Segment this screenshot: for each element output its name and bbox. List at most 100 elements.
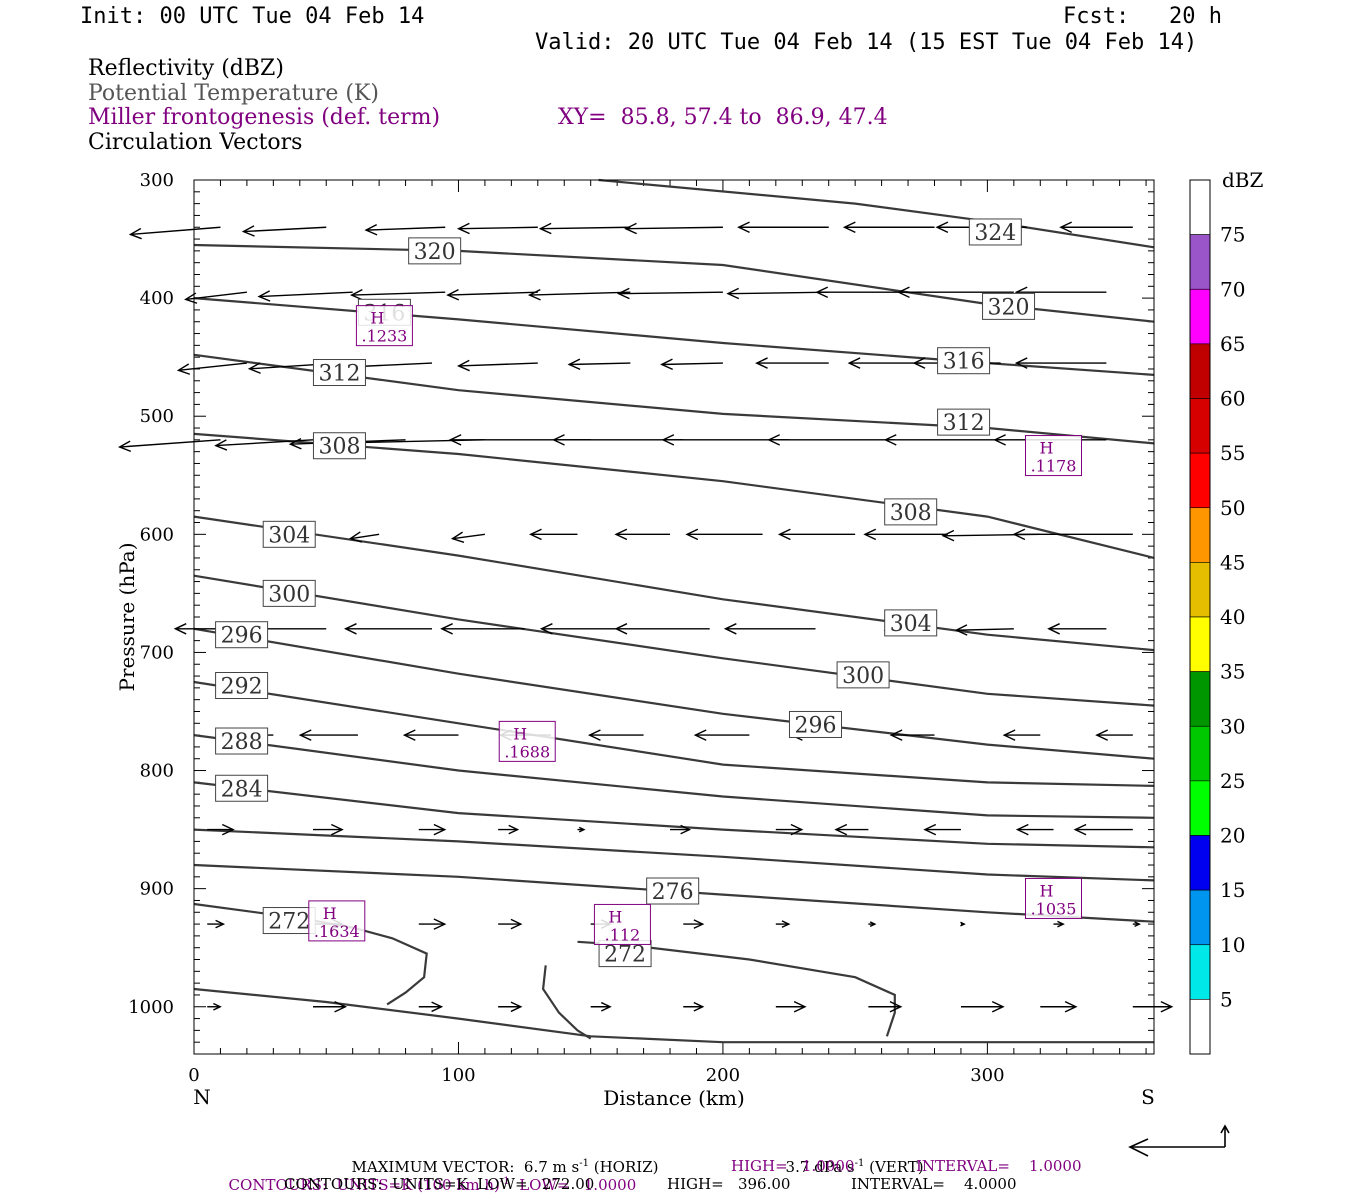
colorbar-tick-label: 40 [1220,605,1245,629]
unit-exponent: -1 [854,1158,865,1169]
circulation-vector-head [889,1000,903,1013]
contour-labels: 3243203203163163123123083083043043003002… [215,218,1036,968]
contour-label-308: 308 [312,432,366,460]
contour-label-text: 272 [268,910,310,935]
high-value: .1178 [1031,457,1077,476]
colorbar-segment [1189,944,1211,1000]
high-letter: H [370,309,384,328]
contour-label-text: 276 [652,880,694,905]
circulation-vector-head [661,434,675,446]
circulation-vector-head [993,434,1006,446]
circulation-vector-head [510,918,523,930]
axis-ticks: 0 100 200 300 300 400 500 600 700 800 900 1000 [128,170,1154,1086]
contour-label-272: 272 [262,907,316,935]
high-letter: H [1040,881,1054,900]
init-time: Init: 00 UTC Tue 04 Feb 14 [80,4,425,29]
y-tick-label: 600 [140,524,174,545]
contour-label-box [262,907,316,935]
circulation-vector-head [527,289,541,301]
unit-exponent: -1 [499,1176,510,1187]
contour-label-text: 296 [221,624,263,649]
theta-contour-312 [193,353,1155,445]
contour-label-box [215,672,269,700]
contour-label-text: 304 [268,523,310,548]
circulation-vector-head [288,438,302,450]
circulation-vector-head [1059,221,1072,234]
circulation-vector-head [128,227,142,240]
circulation-vectors [118,221,1174,1013]
contour-label-288: 288 [215,727,269,755]
contour-label-text: 324 [974,221,1016,246]
contour-label-text: 284 [221,777,263,802]
circulation-vector [458,362,538,367]
circulation-vector [119,439,221,448]
circulation-vector [618,291,723,295]
circulation-vector-head [781,920,791,928]
high-box [355,305,413,347]
footer-max-vector: MAXIMUM VECTOR: 6.7 m s-1 (HORIZ) [342,1140,659,1175]
circulation-vector-head [883,434,897,446]
circulation-vector-head [1095,729,1108,741]
circulation-vector-head [1073,823,1087,836]
circulation-vector [243,226,327,233]
colorbar-segment [1189,889,1211,946]
contour-label-text: 320 [414,240,456,265]
circulation-vector-head [567,358,581,371]
high-letter: H [323,904,337,923]
circulation-vector-head [1002,729,1016,741]
circulation-vector-head [896,286,910,298]
contour-label-box [408,237,462,265]
circulation-vector-head [847,357,861,369]
circulation-vector-head [793,1000,807,1013]
footer-contours-frontogenesis-units: CONTOURS: UNITS=K (100 km h)-1 LOW= 1.00… [219,1158,637,1194]
circulation-vector-head [614,528,628,541]
circulation-vector-head [510,1001,523,1013]
circulation-vector-head [456,222,470,235]
contour-label-text: 316 [943,350,985,375]
contour-label-text: 308 [890,501,932,526]
field-reflectivity: Reflectivity (dBZ) [88,56,284,81]
fg-units: CONTOURS: UNITS=K (100 km h) [228,1176,500,1194]
theta-contours [193,178,1155,1044]
circulation-vector-head [433,918,447,930]
y-tick-label: 1000 [128,997,174,1018]
theta-contours-info: CONTOURS: UNITS=K LOW= 272.00 [284,1175,595,1193]
fg-interval: INTERVAL= 1.0000 [916,1157,1082,1175]
high-letter: H [1040,439,1054,458]
circulation-vector-head [1012,528,1026,541]
circulation-vector [727,291,829,295]
circulation-vector [259,291,353,298]
forecast-hour: Fcst: 20 h [1063,4,1222,29]
circulation-vector-head [660,358,673,371]
circulation-vector-head [587,729,601,741]
theta-contour-284 [193,781,1155,849]
circulation-vector-head [941,529,955,542]
circulation-vector-head [1015,823,1029,836]
circulation-vector-head [552,434,565,446]
circulation-vector-head [118,440,132,453]
circulation-vector-head [221,823,235,836]
colorbar-frame [1189,179,1211,1055]
contour-label-box [646,877,700,905]
contour-label-text: 292 [221,675,263,700]
y-tick-label: 700 [140,642,174,663]
field-circulation-vectors: Circulation Vectors [88,130,303,155]
circulation-vector-head [298,729,312,741]
circulation-vector [130,226,221,236]
max-vector-vert: 3.7 dPa s [785,1158,855,1176]
circulation-vector [350,533,380,540]
colorbar-segment [1189,780,1211,836]
contour-label-320: 320 [982,292,1036,320]
circulation-vector [185,291,247,301]
contour-label-300: 300 [262,579,316,607]
contour-label-box [884,498,938,526]
contour-label-box [215,621,269,649]
circulation-vector-head [960,921,966,927]
y-tick-label: 800 [140,761,174,782]
high-box [1025,435,1083,477]
colorbar-segment [1189,398,1211,454]
contour-label-304: 304 [884,609,938,637]
contour-label-box [937,347,991,375]
circulation-vector-head [1014,357,1028,369]
circulation-vector-head [834,823,848,836]
